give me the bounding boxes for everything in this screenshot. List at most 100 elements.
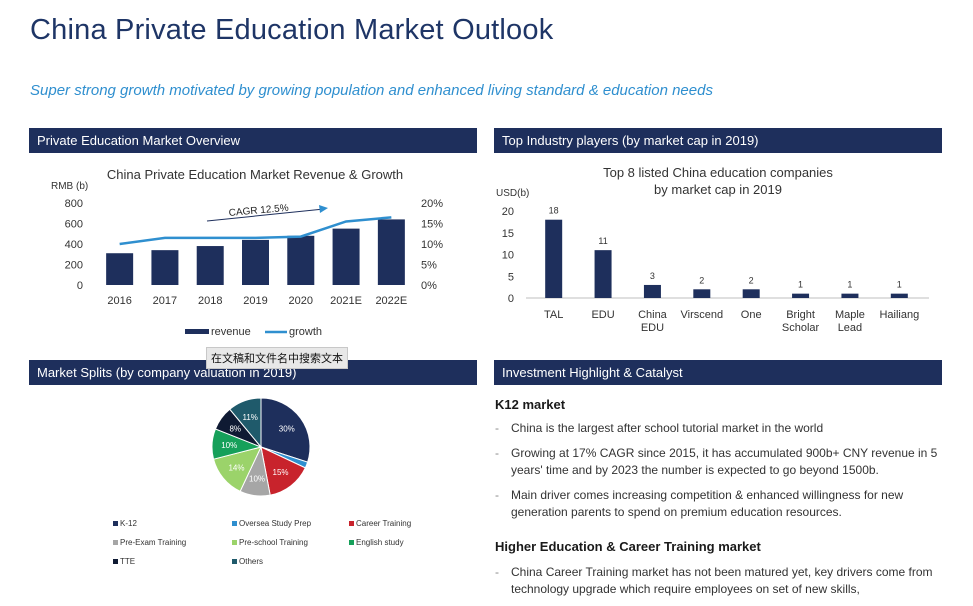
legend-swatch bbox=[113, 540, 118, 545]
list-item: - China Career Training market has not be… bbox=[495, 564, 945, 598]
data-label: 2 bbox=[749, 275, 754, 285]
data-label: 1 bbox=[897, 280, 902, 290]
legend-swatch bbox=[349, 521, 354, 526]
list-item-text: Growing at 17% CAGR since 2015, it has a… bbox=[511, 446, 938, 477]
pie-slice bbox=[229, 397, 262, 449]
list-item: - Growing at 17% CAGR since 2015, it has … bbox=[495, 445, 945, 479]
data-label: 1 bbox=[798, 280, 803, 290]
pie-slice-label: 15% bbox=[273, 468, 289, 477]
page-title: China Private Education Market Outlook bbox=[30, 14, 554, 46]
x-tick-label: 2018 bbox=[198, 295, 222, 307]
market-cap-bar bbox=[545, 219, 563, 298]
x-tick-label: 2021E bbox=[330, 295, 362, 307]
x-tick-label: EDU bbox=[641, 322, 664, 334]
x-tick-label: 2022E bbox=[375, 295, 407, 307]
market-cap-bar bbox=[841, 293, 859, 298]
x-tick-label: 2017 bbox=[153, 295, 177, 307]
legend-label: Career Training bbox=[356, 519, 411, 528]
data-label: 3 bbox=[650, 271, 655, 281]
legend-swatch bbox=[232, 521, 237, 526]
legend-swatch bbox=[113, 521, 118, 526]
market-cap-bar bbox=[693, 289, 711, 298]
market-cap-bar bbox=[742, 289, 760, 298]
dash-bullet-icon: - bbox=[495, 421, 499, 435]
y2-tick-label: 15% bbox=[421, 219, 443, 231]
x-tick-label: One bbox=[741, 309, 762, 321]
market-cap-bar bbox=[890, 293, 908, 298]
y-tick-label: 600 bbox=[65, 219, 83, 231]
panel-header-highlight: Investment Highlight & Catalyst bbox=[494, 360, 942, 385]
players-chart-title: Top 8 listed China education companies b… bbox=[568, 164, 868, 198]
higher-education-bullet-list: - China Career Training market has not be… bbox=[495, 564, 945, 606]
y2-tick-label: 0% bbox=[421, 280, 437, 292]
dash-bullet-icon: - bbox=[495, 446, 499, 460]
list-item: - Main driver comes increasing competitio… bbox=[495, 487, 945, 521]
x-tick-label: Scholar bbox=[782, 322, 820, 334]
y-tick-label: 0 bbox=[77, 280, 83, 292]
pie-slice-label: 10% bbox=[221, 441, 237, 450]
y-tick-label: 200 bbox=[65, 260, 83, 272]
y-tick-label: 20 bbox=[502, 206, 514, 218]
legend-label: K-12 bbox=[120, 519, 137, 528]
pie-slice-label: 11% bbox=[243, 413, 258, 422]
x-tick-label: Lead bbox=[838, 322, 862, 334]
pie-slice-label: 14% bbox=[228, 463, 244, 472]
list-item: - Chinа is the largest after school tutor… bbox=[495, 420, 945, 437]
legend-label-growth: growth bbox=[289, 326, 322, 338]
y-tick-label: 10 bbox=[502, 250, 514, 262]
revenue-bar bbox=[377, 219, 405, 285]
data-label: 1 bbox=[847, 280, 852, 290]
dash-bullet-icon: - bbox=[495, 488, 499, 502]
x-tick-label: Hailiang bbox=[879, 309, 919, 321]
pie-slice-label: 30% bbox=[279, 424, 295, 433]
growth-line bbox=[119, 216, 392, 246]
x-tick-label: 2016 bbox=[107, 295, 131, 307]
panel-header-players: Top Industry players (by market cap in 2… bbox=[494, 128, 942, 153]
pie-slice bbox=[260, 397, 311, 463]
pie-slice-label: 10% bbox=[249, 475, 265, 484]
legend-label: English study bbox=[356, 538, 404, 547]
y-tick-label: 5 bbox=[508, 271, 514, 283]
x-tick-label: 2019 bbox=[243, 295, 267, 307]
list-item-text: China Career Training market has not bee… bbox=[511, 565, 933, 596]
dash-bullet-icon: - bbox=[495, 565, 499, 579]
legend-label: Pre-Exam Training bbox=[120, 538, 186, 547]
legend-swatch-revenue bbox=[185, 329, 209, 334]
market-cap-bar bbox=[643, 284, 661, 298]
revenue-bar bbox=[196, 246, 224, 285]
data-label: 18 bbox=[549, 206, 559, 216]
market-cap-bar bbox=[792, 293, 810, 298]
legend-swatch bbox=[232, 540, 237, 545]
revenue-bar bbox=[332, 228, 360, 285]
y-axis-label: RMB (b) bbox=[51, 181, 88, 192]
revenue-growth-chart: RMB (b) 0 200 400 600 800 0% 5% 10% 15% 20% 2016 201… bbox=[51, 181, 443, 338]
x-tick-label: TAL bbox=[544, 309, 563, 321]
revenue-bar bbox=[151, 250, 179, 285]
legend-label-revenue: revenue bbox=[211, 326, 251, 338]
legend-swatch bbox=[232, 559, 237, 564]
x-tick-label: Maple bbox=[835, 309, 865, 321]
section-title-higher-education: Higher Education & Career Training marke… bbox=[495, 539, 761, 554]
cagr-annotation: CAGR 12.5% bbox=[228, 203, 289, 219]
legend-label: Others bbox=[239, 557, 263, 566]
cagr-arrow-line bbox=[206, 208, 325, 222]
list-item-text: Chinа is the largest after school tutori… bbox=[511, 421, 824, 435]
market-cap-bar bbox=[594, 250, 612, 298]
market-split-pie-chart: 30% 15% 10% 14% 10% 8%11% K-12 Oversea Study Pr… bbox=[113, 397, 411, 566]
players-chart-title-line-2: by market cap in 2019 bbox=[654, 182, 782, 197]
section-title-k12: K12 market bbox=[495, 397, 566, 412]
list-item-text: Main driver comes increasing competition… bbox=[511, 488, 904, 519]
legend-swatch bbox=[349, 540, 354, 545]
legend-label: Pre-school Training bbox=[239, 538, 308, 547]
revenue-chart-title: China Private Education Market Revenue &… bbox=[106, 167, 404, 182]
k12-bullet-list: - Chinа is the largest after school tutor… bbox=[495, 420, 945, 529]
cagr-arrow-head-icon bbox=[319, 205, 328, 213]
y-tick-label: 800 bbox=[65, 198, 83, 210]
data-label: 2 bbox=[699, 275, 704, 285]
x-tick-label: 2020 bbox=[289, 295, 313, 307]
revenue-bar bbox=[287, 235, 315, 285]
y-tick-label: 400 bbox=[65, 239, 83, 251]
panel-header-overview: Private Education Market Overview bbox=[29, 128, 477, 153]
y2-tick-label: 20% bbox=[421, 198, 443, 210]
revenue-bar bbox=[106, 253, 134, 285]
